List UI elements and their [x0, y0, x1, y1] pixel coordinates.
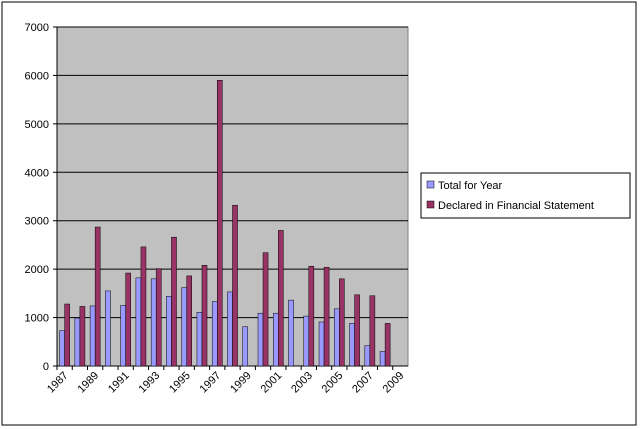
bar: [135, 277, 142, 367]
bar: [308, 265, 315, 367]
bar: [354, 294, 360, 367]
bar: [120, 305, 126, 367]
bar: [323, 266, 330, 367]
bar: [334, 308, 340, 367]
bar: [186, 275, 193, 367]
bar: [59, 330, 65, 367]
bar: [89, 305, 96, 367]
bar: [201, 265, 208, 367]
bar: [339, 278, 345, 367]
bar: [125, 272, 131, 367]
bar: [242, 326, 249, 367]
bar: [384, 323, 391, 367]
legend-label: Total for Year: [438, 180, 503, 192]
y-tick-label: 7000: [25, 22, 49, 34]
legend: [420, 172, 631, 219]
bar: [216, 80, 223, 367]
legend-box: [420, 172, 631, 219]
bar: [379, 351, 386, 367]
bar: [211, 301, 218, 367]
bar: [257, 312, 264, 367]
bar: [272, 312, 279, 367]
legend-swatch: [426, 200, 435, 209]
bar: [150, 278, 157, 367]
bar: [369, 295, 376, 367]
legend-swatch: [426, 180, 435, 189]
bar: [288, 299, 294, 367]
bar: [155, 268, 162, 367]
y-tick-label: 5000: [25, 119, 49, 131]
bar: [105, 290, 111, 367]
bar: [349, 323, 355, 367]
y-tick-label: 0: [43, 361, 49, 373]
bar: [262, 252, 269, 367]
bar: [364, 345, 371, 367]
bar: [140, 246, 147, 367]
y-tick-label: 6000: [25, 70, 49, 82]
bar: [64, 303, 70, 367]
bar: [196, 311, 203, 367]
bar: [303, 315, 310, 367]
y-tick-label: 4000: [25, 167, 49, 179]
y-tick-label: 2000: [25, 264, 49, 276]
bar: [171, 236, 177, 367]
bar: [181, 287, 187, 367]
bar: [318, 321, 325, 367]
bar: [166, 296, 172, 367]
bar: [94, 226, 101, 367]
y-tick-label: 3000: [25, 216, 49, 228]
y-tick-label: 1000: [25, 313, 49, 325]
bar: [232, 204, 238, 367]
legend-label: Declared in Financial Statement: [438, 200, 594, 212]
bar: [278, 230, 284, 367]
bar: [227, 291, 233, 367]
bar: [74, 317, 81, 367]
bar: [79, 306, 86, 367]
